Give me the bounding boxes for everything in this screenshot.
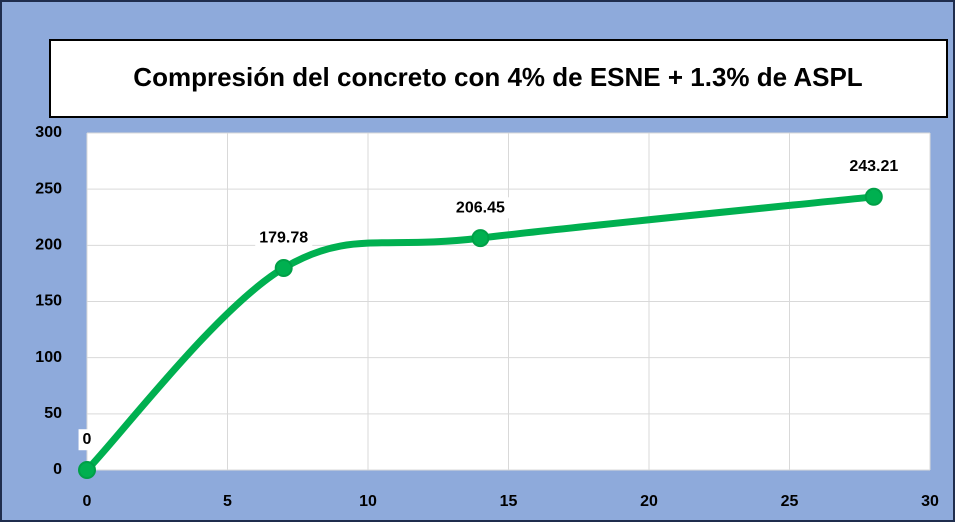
x-tick-label: 15 [500, 493, 518, 510]
x-tick-label: 25 [781, 493, 799, 510]
x-tick-label: 5 [223, 493, 232, 510]
data-label-background [845, 156, 903, 178]
y-tick-label: 150 [35, 293, 62, 310]
y-tick-label: 0 [53, 461, 62, 478]
data-label-background [451, 197, 509, 219]
x-tick-label: 20 [640, 493, 658, 510]
y-tick-label: 300 [35, 124, 62, 141]
data-label: 0 [83, 431, 92, 448]
y-tick-label: 100 [35, 349, 62, 366]
line [83, 193, 878, 474]
data-label: 243.21 [849, 158, 898, 175]
title-box [49, 39, 948, 118]
data-label-background [78, 429, 96, 451]
marker [78, 461, 96, 479]
marker [274, 259, 293, 278]
data-label: 206.45 [456, 199, 505, 216]
y-tick-label: 200 [35, 237, 62, 254]
data-label: 179.78 [259, 229, 308, 246]
chart-title: Compresión del concreto con 4% de ESNE +… [133, 62, 863, 92]
x-tick-label: 10 [359, 493, 377, 510]
x-tick-label: 30 [921, 493, 939, 510]
marker [471, 229, 490, 248]
x-tick-label: 0 [83, 493, 92, 510]
marker [864, 187, 883, 206]
y-tick-label: 250 [35, 180, 62, 197]
data-label-background [255, 227, 313, 249]
y-tick-label: 50 [44, 405, 62, 422]
